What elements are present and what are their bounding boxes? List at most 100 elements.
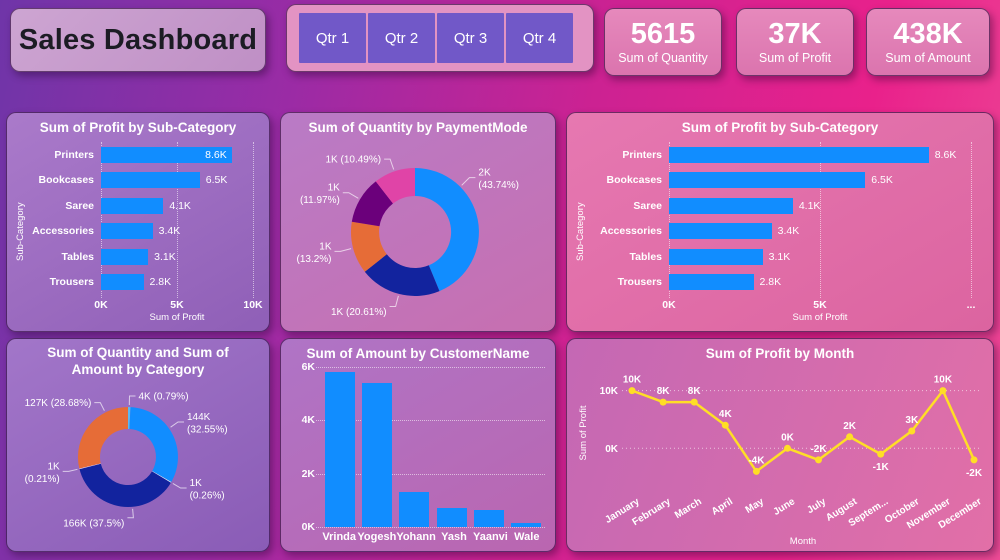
bar-row: Bookcases 6.5K	[29, 168, 261, 194]
bar-tables[interactable]	[101, 248, 149, 265]
donut-slice-0[interactable]	[128, 406, 131, 429]
qtr-2-button[interactable]: Qtr 2	[368, 13, 435, 63]
category-label: Saree	[633, 199, 662, 212]
data-point-november[interactable]	[939, 387, 947, 395]
data-point-july[interactable]	[815, 456, 822, 464]
donut-slice-2[interactable]	[152, 470, 172, 483]
bar-row: Trousers 2.8K	[29, 270, 261, 296]
bar-row: Saree 4.1K	[29, 193, 261, 219]
y-tick: 2K	[301, 467, 315, 480]
value-label: 6.5K	[871, 174, 893, 187]
data-point-april[interactable]	[721, 421, 729, 429]
donut-slice-1[interactable]	[364, 254, 440, 296]
label-leader-line	[461, 177, 476, 186]
kpi-sum-of-profit: 37K Sum of Profit	[736, 8, 854, 76]
kpi-label: Sum of Quantity	[618, 51, 708, 66]
y-tick: 4K	[301, 414, 315, 427]
gridlines	[101, 142, 254, 298]
donut-slice-2[interactable]	[350, 221, 387, 272]
donut-slice-0[interactable]	[415, 168, 479, 292]
bar-printers[interactable]: 8.6K	[101, 146, 232, 163]
value-label: 6.5K	[205, 174, 228, 187]
label-leader-line	[94, 401, 105, 411]
point-label: -1K	[873, 462, 890, 473]
bar-vrinda[interactable]	[324, 372, 355, 527]
bar-slot	[358, 367, 395, 527]
donut-slice-3[interactable]	[79, 463, 171, 507]
bar-tables[interactable]	[669, 248, 763, 265]
qtr-1-button[interactable]: Qtr 1	[299, 13, 366, 63]
kpi-value: 438K	[893, 17, 963, 50]
y-axis-title: Sub-Category	[575, 202, 586, 262]
value-label: 3.1K	[154, 250, 176, 263]
data-point-december[interactable]	[970, 456, 978, 464]
y-tick: 0K	[605, 444, 619, 455]
bar-saree[interactable]	[101, 197, 164, 214]
label-leader-line	[334, 248, 352, 252]
kpi-sum-of-amount: 438K Sum of Amount	[866, 8, 990, 76]
bar-row: Saree 4.1K	[589, 193, 985, 219]
point-label: 10K	[623, 375, 642, 386]
donut-slice-3[interactable]	[351, 181, 393, 227]
bar-bookcases[interactable]	[101, 172, 200, 189]
slice-label: 1K (0.21%)	[25, 461, 60, 485]
bar-wale[interactable]	[511, 523, 542, 527]
donut-slice-5[interactable]	[77, 406, 128, 469]
category-label: Wale	[514, 531, 540, 543]
kpi-value: 5615	[630, 17, 696, 50]
qtr-3-button[interactable]: Qtr 3	[437, 13, 504, 63]
bar-yohann[interactable]	[399, 492, 430, 527]
data-point-may[interactable]	[752, 467, 760, 475]
bar-bookcases[interactable]	[669, 172, 866, 189]
chart-card-quantity-by-paymentmode: Sum of Quantity by PaymentMode 2K (43.74%…	[280, 112, 556, 332]
value-label: 2.8K	[759, 276, 782, 289]
bar-yash[interactable]	[436, 508, 467, 527]
bar-row: Trousers 2.8K	[589, 270, 985, 296]
bar-saree[interactable]	[669, 197, 793, 214]
slice-label: 1K (13.2%)	[296, 241, 331, 265]
point-label: 8K	[688, 386, 702, 397]
point-label: 2K	[843, 421, 857, 432]
donut-slice-1[interactable]	[129, 406, 178, 482]
data-point-january[interactable]	[628, 387, 636, 395]
bar-row: Bookcases 6.5K	[589, 168, 985, 194]
bar-accessories[interactable]	[669, 223, 772, 240]
hbar-wrap: Sub-Category Printers 8.6K Bookcases 6.5K Sar…	[7, 137, 269, 329]
bar-trousers[interactable]	[101, 274, 144, 291]
gridline	[316, 527, 545, 528]
point-label: 10K	[934, 375, 953, 386]
data-point-august[interactable]	[846, 433, 854, 441]
value-label: 4.1K	[169, 199, 191, 212]
category-label: Printers	[622, 148, 662, 161]
quarter-slicer: Qtr 1 Qtr 2 Qtr 3 Qtr 4	[286, 4, 594, 72]
donut-slice-4[interactable]	[375, 168, 415, 204]
kpi-sum-of-quantity: 5615 Sum of Quantity	[604, 8, 722, 76]
value-label: 3.4K	[158, 225, 181, 238]
y-tick: 0K	[301, 521, 315, 533]
data-point-october[interactable]	[908, 427, 916, 435]
label-leader-line	[389, 295, 399, 307]
label-leader-line	[128, 395, 136, 405]
bar-track: 3.1K	[669, 248, 971, 265]
slice-label: 4K (0.79%)	[139, 391, 189, 402]
gridline	[971, 142, 972, 298]
x-tick: ...	[966, 299, 976, 311]
qtr-4-button[interactable]: Qtr 4	[506, 13, 573, 63]
data-point-june[interactable]	[784, 444, 791, 452]
bar-trousers[interactable]	[669, 274, 754, 291]
data-point-march[interactable]	[690, 398, 698, 406]
bar-yaanvi[interactable]	[473, 510, 504, 527]
donut-slice-4[interactable]	[79, 463, 101, 469]
x-tick: 0K	[662, 299, 676, 311]
label-leader-line	[384, 158, 395, 170]
kpi-label: Sum of Amount	[885, 51, 971, 66]
bar-yogesh[interactable]	[361, 383, 392, 527]
data-point-septem...[interactable]	[877, 450, 885, 458]
bar-track: 4.1K	[101, 197, 253, 214]
bar-printers[interactable]	[669, 146, 929, 163]
gridline	[253, 142, 254, 298]
x-axis-ticks: 0K 5K 10K	[94, 298, 262, 312]
bar-accessories[interactable]	[101, 223, 153, 240]
data-point-february[interactable]	[659, 398, 667, 406]
bar-track: 4.1K	[669, 197, 971, 214]
